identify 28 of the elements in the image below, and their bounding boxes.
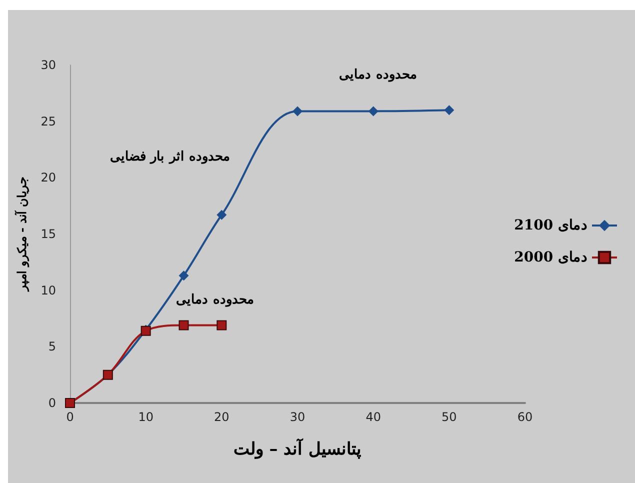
y-tick-label: 20 bbox=[40, 170, 56, 185]
y-tick-label: 30 bbox=[40, 58, 56, 72]
point bbox=[178, 320, 189, 330]
point bbox=[216, 320, 227, 330]
x-tick-label: 60 bbox=[517, 410, 533, 424]
annotation: محدوده دمایی bbox=[176, 292, 254, 308]
annotation: محدوده دمایی bbox=[339, 68, 417, 82]
point bbox=[178, 270, 189, 281]
x-tick-label: 30 bbox=[290, 410, 306, 424]
y-tick-label: 5 bbox=[48, 340, 56, 354]
x-tick-label: 50 bbox=[442, 410, 457, 424]
point bbox=[216, 210, 227, 220]
y-tick-label: 25 bbox=[40, 114, 56, 128]
x-tick-label: 10 bbox=[138, 410, 154, 424]
y-tick-label: 0 bbox=[48, 396, 56, 410]
y-tick-label: 10 bbox=[40, 283, 56, 298]
legend-label: دمای 2100 bbox=[514, 218, 587, 234]
y-tick-label: 15 bbox=[40, 227, 56, 241]
legend-label: دمای 2000 bbox=[514, 250, 587, 266]
point bbox=[368, 106, 378, 116]
x-tick-label: 20 bbox=[214, 410, 230, 424]
x-tick-label: 0 bbox=[66, 410, 74, 424]
annotation: محدوده اثر بار فضایی bbox=[110, 150, 230, 164]
point bbox=[292, 106, 302, 116]
x-axis-title: پتانسیل آند – ولت bbox=[233, 438, 362, 460]
point bbox=[444, 105, 454, 116]
y-axis-title: جریان آند - میکرو امپر bbox=[13, 177, 30, 292]
x-tick-label: 40 bbox=[366, 410, 381, 424]
